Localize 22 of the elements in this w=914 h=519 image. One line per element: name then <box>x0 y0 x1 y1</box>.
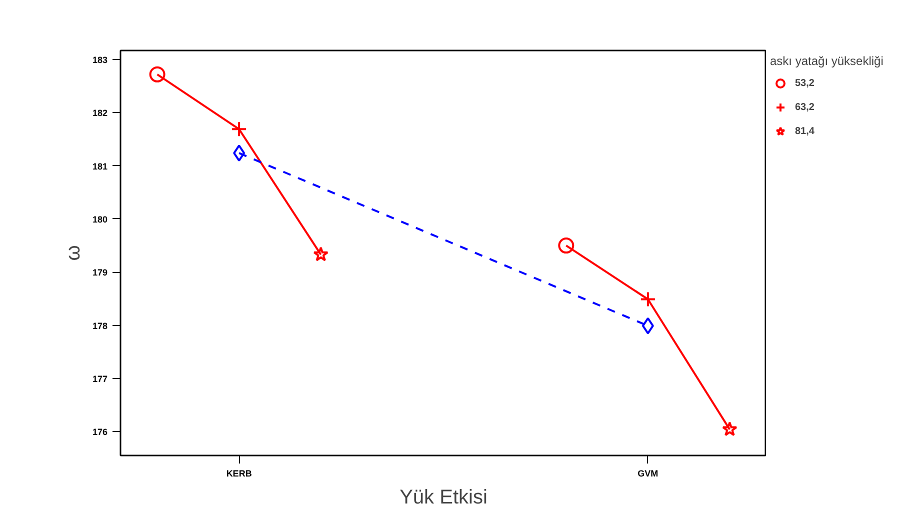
x-tick-label: KERB <box>226 468 252 478</box>
y-tick-label: 177 <box>92 374 108 384</box>
point <box>558 238 574 254</box>
y-tick-label: 183 <box>92 55 108 66</box>
point <box>313 246 328 262</box>
x-tick-label: GVM <box>638 468 658 478</box>
point <box>722 421 738 436</box>
point <box>640 291 656 308</box>
y-tick-label: 176 <box>92 427 108 438</box>
y-tick-label: 181 <box>92 161 108 172</box>
legend-label: 81,4 <box>795 126 815 136</box>
x-axis-title: Yük Etkisi <box>400 486 488 508</box>
legend-title: askı yatağı yüksekliği <box>770 54 884 68</box>
y-tick-label: 179 <box>92 268 108 278</box>
point <box>149 66 166 82</box>
legend-label: 63,2 <box>795 102 815 112</box>
y-axis-title: ω <box>62 245 84 261</box>
y-tick-label: 182 <box>92 108 108 118</box>
y-tick-label: 178 <box>92 320 108 331</box>
y-tick-label: 180 <box>92 214 108 224</box>
legend-label: 53,2 <box>795 78 815 88</box>
point <box>231 121 248 138</box>
